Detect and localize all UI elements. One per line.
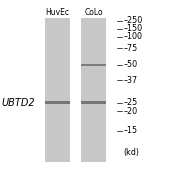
Text: –150: –150 [123, 24, 142, 33]
Bar [81, 64, 106, 66]
Text: –37: –37 [123, 76, 137, 85]
Bar [45, 18, 70, 162]
Bar [81, 101, 106, 104]
Bar [81, 18, 106, 162]
Text: –100: –100 [123, 32, 142, 41]
Text: –15: –15 [123, 126, 137, 135]
Text: HuvEc: HuvEc [46, 8, 70, 17]
Bar [45, 101, 70, 104]
Text: –250: –250 [123, 16, 143, 25]
Text: –75: –75 [123, 44, 138, 53]
Text: UBTD2: UBTD2 [2, 98, 35, 108]
Text: –20: –20 [123, 107, 137, 116]
Text: –25: –25 [123, 98, 138, 107]
Text: (kd): (kd) [123, 148, 139, 157]
Text: –50: –50 [123, 60, 137, 69]
Text: CoLo: CoLo [84, 8, 103, 17]
